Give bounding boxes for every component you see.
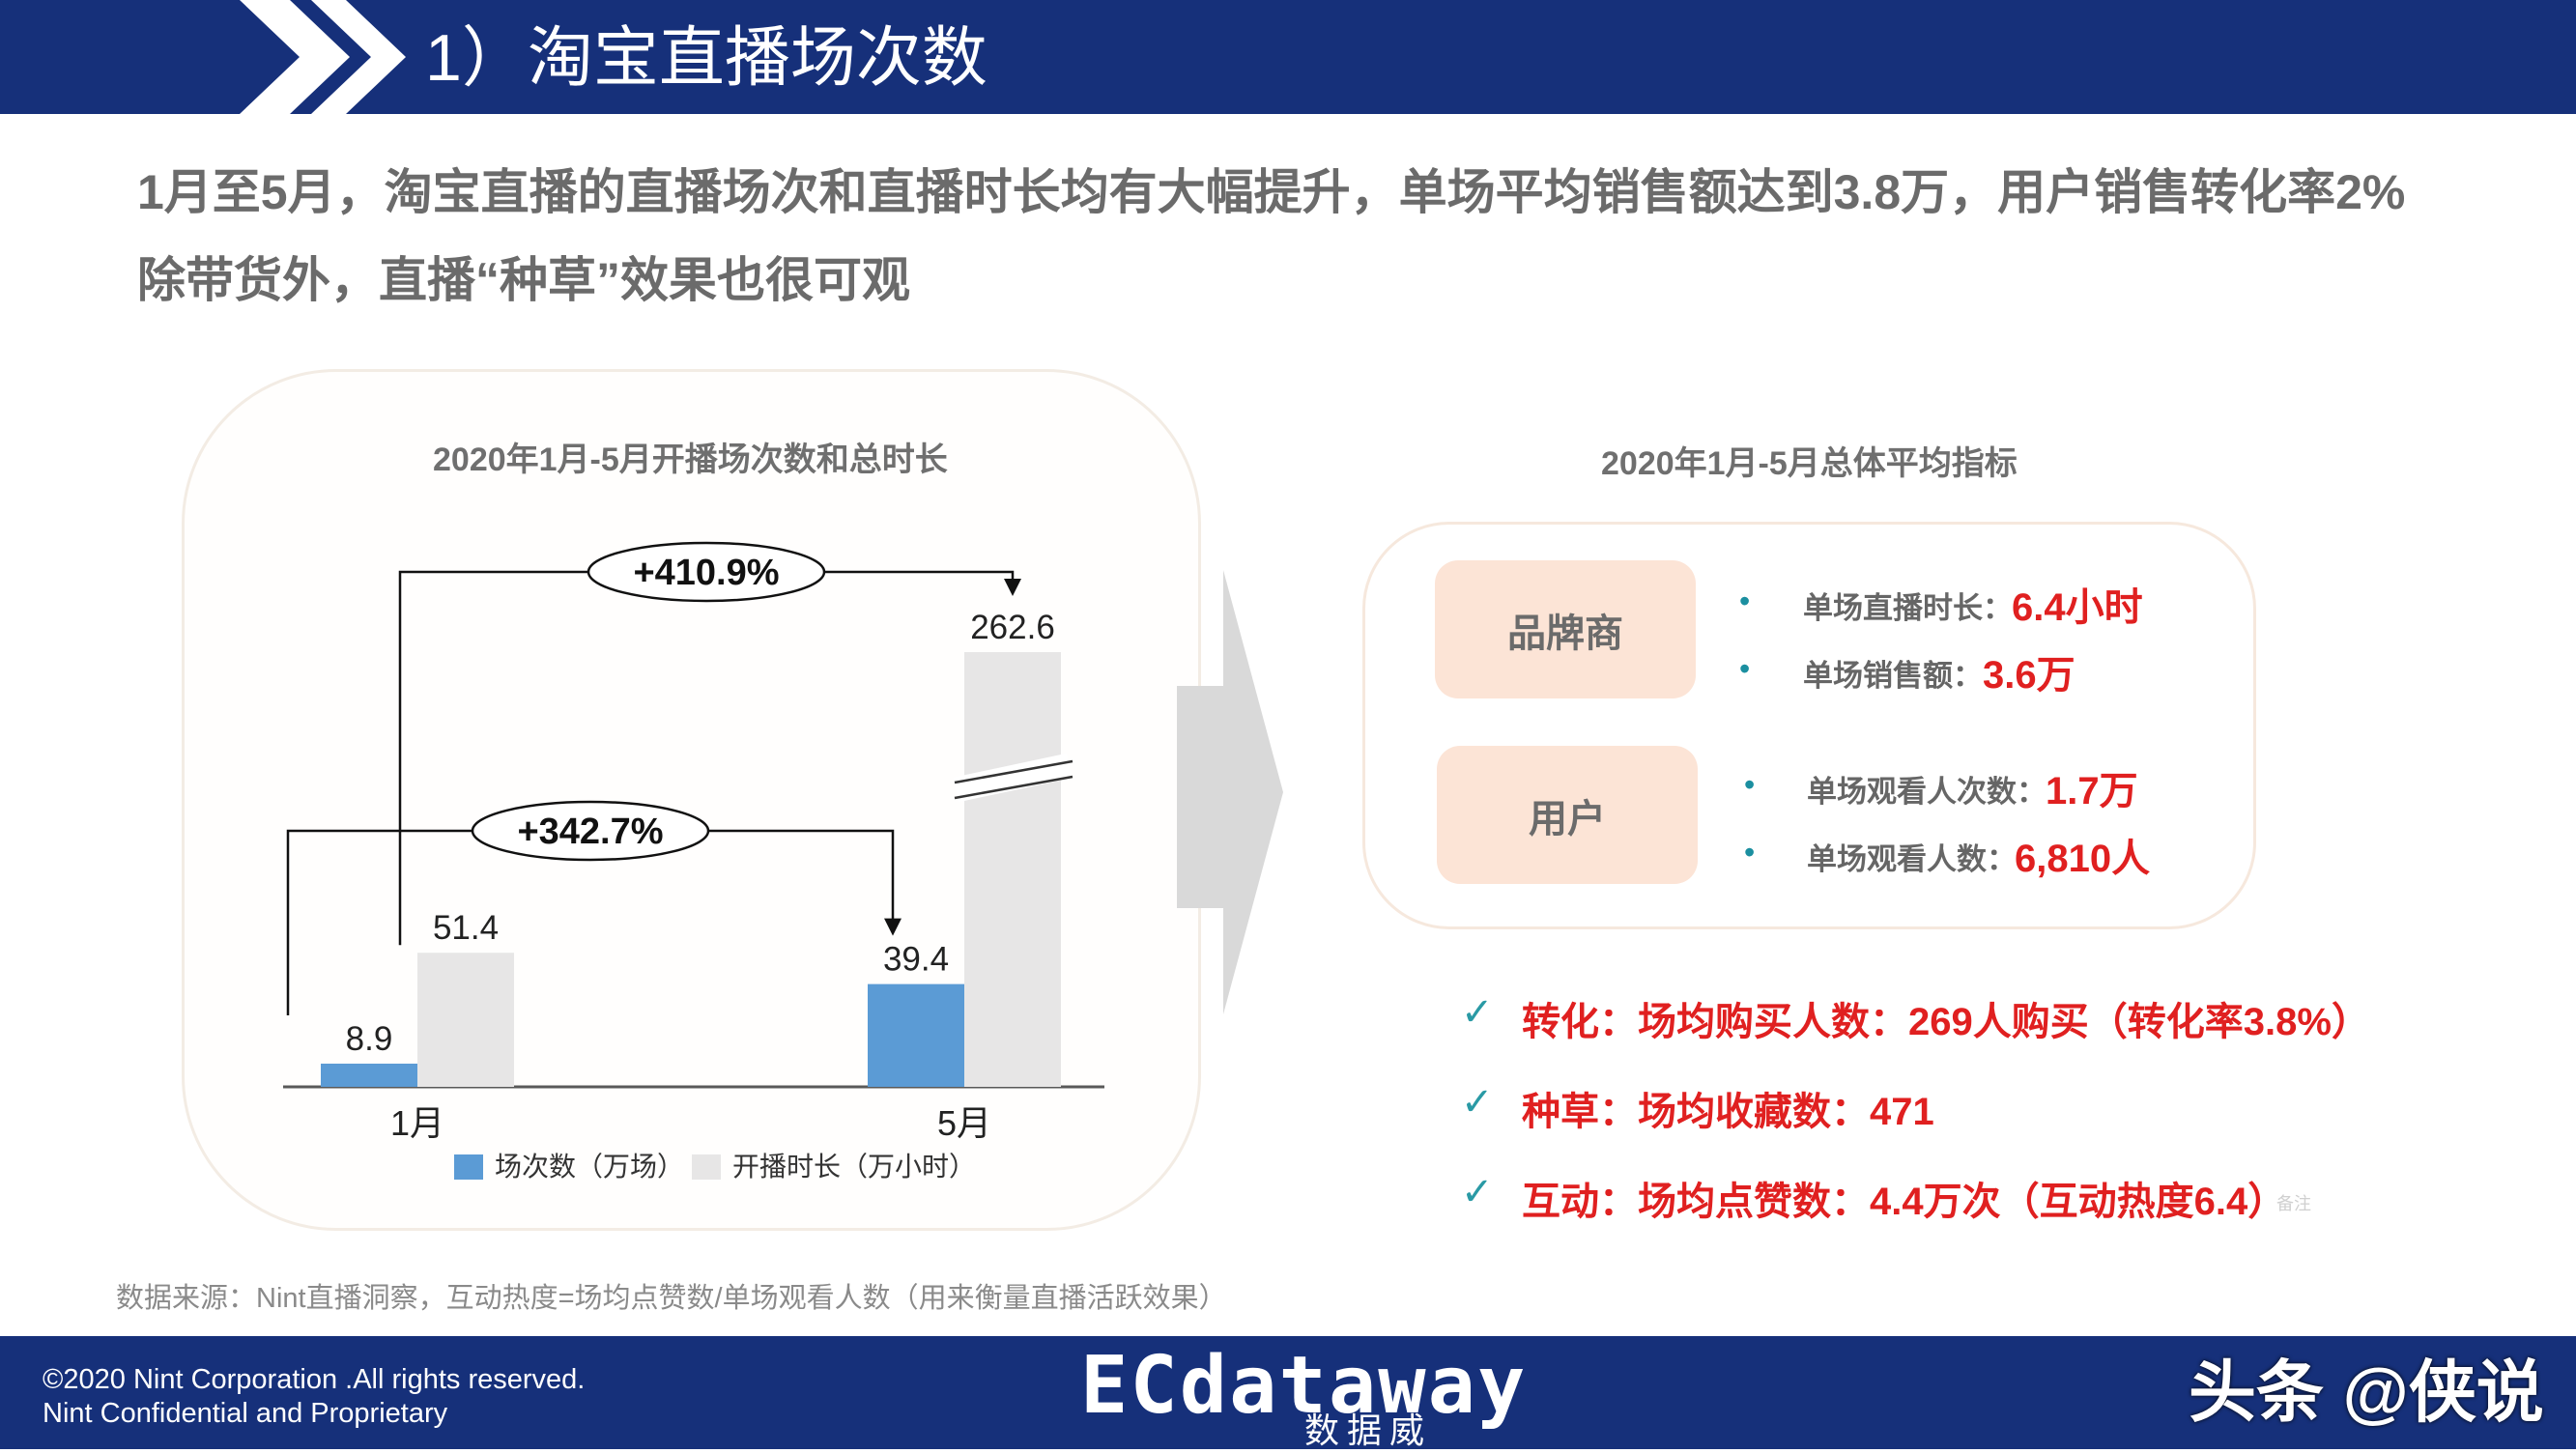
metric-label-duration: 单场直播时长：	[1803, 591, 2013, 625]
brand-tile: 品牌商	[1435, 560, 1696, 698]
user-tile: 用户	[1437, 746, 1698, 884]
bullet-icon: •	[1744, 767, 1756, 802]
bullet-icon: •	[1739, 584, 1751, 618]
axis-break-line	[954, 775, 1073, 800]
metric-value-sales: 3.6万	[1983, 654, 2075, 697]
metric-value-views: 1.7万	[2046, 770, 2138, 812]
note-text: 备注	[2276, 1194, 2311, 1213]
check-icon: ✓	[1461, 1081, 1494, 1124]
kpi-interaction: 互动：场均点赞数：4.4万次（互动热度6.4）	[1522, 1181, 2287, 1223]
watermark: 头条 @侠说	[2189, 1354, 2544, 1430]
bullet-icon: •	[1744, 835, 1756, 869]
growth-label: +410.9%	[633, 553, 779, 593]
metric-label-viewers: 单场观看人数：	[1807, 842, 2017, 876]
bar-chart: 8.9 39.4 51.4 262.6 1月 5月 +410.9% +342.7% 场次数（万场…	[283, 541, 1104, 1182]
page-title: 1）淘宝直播场次数	[425, 21, 987, 95]
bar-0-0	[321, 1063, 417, 1087]
bullet-icon: •	[1739, 651, 1751, 686]
data-label: 8.9	[346, 1020, 393, 1058]
data-label: 51.4	[433, 909, 499, 947]
data-label: 262.6	[970, 609, 1055, 646]
chevron-icon	[240, 0, 406, 114]
copyright-line-2: Nint Confidential and Proprietary	[43, 1398, 448, 1429]
check-icon: ✓	[1461, 1171, 1494, 1213]
summary-title: 2020年1月-5月总体平均指标	[1601, 445, 2018, 482]
arrow-right-icon	[1177, 570, 1283, 1014]
check-icon: ✓	[1461, 991, 1494, 1034]
growth-badge	[587, 541, 826, 603]
metric-label-sales: 单场销售额：	[1803, 659, 1983, 693]
ecdataway-logo: ECdataway	[1080, 1340, 1528, 1432]
footer-bar	[0, 1336, 2576, 1449]
arrow-head-icon	[1004, 579, 1021, 596]
source-note: 数据来源：Nint直播洞察，互动热度=场均点赞数/单场观看人数（用来衡量直播活跃…	[116, 1283, 1227, 1314]
kpi-conversion: 转化：场均购买人数：269人购买（转化率3.8%）	[1522, 1001, 2370, 1043]
legend-label: 开播时长（万小时）	[732, 1152, 976, 1182]
legend-swatch	[692, 1154, 721, 1180]
copyright-line-1: ©2020 Nint Corporation .All rights reser…	[43, 1364, 586, 1395]
legend-label: 场次数（万场）	[495, 1152, 684, 1182]
header-bar	[0, 0, 2576, 114]
logo-subtitle: 数据威	[1304, 1410, 1433, 1450]
growth-connector	[398, 570, 1015, 946]
intro-line-1: 1月至5月，淘宝直播的直播场次和直播时长均有大幅提升，单场平均销售额达到3.8万…	[137, 165, 2406, 219]
data-label: 39.4	[883, 941, 949, 979]
kpi-seeding: 种草：场均收藏数：471	[1522, 1091, 1934, 1133]
metric-value-viewers: 6,810人	[2015, 838, 2151, 880]
bar-1-0	[417, 953, 514, 1087]
category-label: 1月	[390, 1103, 444, 1143]
bar-1-1	[964, 652, 1061, 1087]
legend-swatch	[454, 1154, 483, 1180]
bar-0-1	[868, 983, 964, 1087]
category-label: 5月	[937, 1103, 991, 1143]
intro-line-2: 除带货外，直播“种草”效果也很可观	[137, 253, 910, 307]
chart-title: 2020年1月-5月开播场次数和总时长	[433, 442, 948, 478]
metric-value-duration: 6.4小时	[2012, 586, 2143, 629]
axis-break-line	[954, 759, 1073, 784]
arrow-head-icon	[884, 918, 902, 936]
metric-label-views: 单场观看人次数：	[1807, 775, 2046, 809]
growth-label: +342.7%	[517, 812, 663, 852]
growth-badge	[471, 800, 710, 862]
